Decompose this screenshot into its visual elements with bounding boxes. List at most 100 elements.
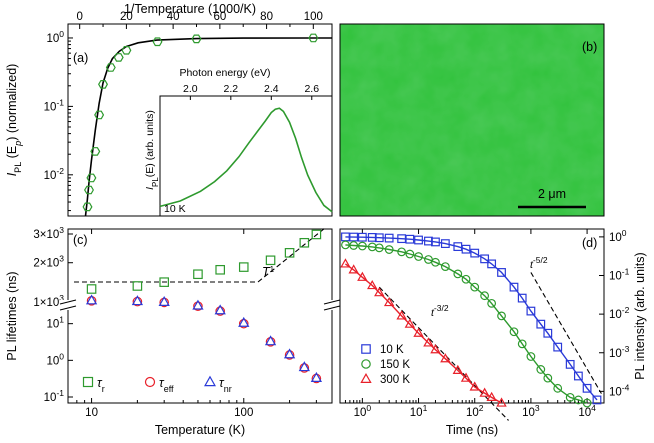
c-lower-y-tick-label: 101 [46, 315, 64, 331]
c-legend-label: τr [97, 376, 105, 394]
d-point-circle [431, 257, 440, 267]
d-point-square [453, 242, 463, 252]
d-x-tick-label: 103 [522, 403, 540, 419]
panel-d-x-axis-label: Time (ns) [446, 423, 498, 437]
c-point-triangle [310, 371, 323, 382]
d-point-circle [440, 262, 450, 272]
d-point-circle [536, 365, 546, 374]
inset-tick-label: 2.2 [224, 83, 239, 95]
d-point-circle [497, 311, 506, 321]
c-point-square [238, 262, 249, 272]
d-point-square [543, 328, 553, 338]
c-lower-y-tick-label: 100 [46, 351, 64, 367]
d-y-tick-label: 10-2 [609, 305, 630, 321]
d-point-circle [414, 252, 423, 261]
d-legend-label: 10 K [380, 344, 404, 356]
a-data-point [90, 147, 101, 156]
c-legend-label: τnr [219, 376, 232, 394]
d-point-circle [405, 249, 415, 259]
d-point-triangle [430, 344, 441, 354]
a-data-point [82, 202, 93, 212]
a-data-point [121, 45, 132, 55]
c-legend-marker [82, 376, 94, 388]
panel-c: (c) 10 100 1×103 2×103 3×103 10-1 100 101 T1 τr… [5, 225, 341, 437]
d-point-square [397, 234, 407, 244]
panel-d-letter: (d) [582, 236, 597, 250]
d-legend-marker [361, 359, 371, 369]
d-x-tick-label: 104 [578, 403, 596, 419]
d-point-square [509, 282, 519, 292]
d-point-circle [397, 247, 407, 257]
inset-ticks: 2.0 2.2 2.4 2.6 [183, 83, 319, 100]
d-point-triangle [340, 258, 351, 268]
d-point-square [517, 293, 527, 303]
a-y-tick-label: 10-2 [44, 166, 65, 182]
t-three-halves-guide [378, 286, 509, 421]
a-data-point [113, 53, 124, 62]
d-point-circle [357, 241, 367, 251]
d-point-triangle [413, 327, 424, 337]
d-point-triangle [367, 279, 378, 290]
d-point-circle [565, 392, 575, 402]
d-point-triangle [496, 397, 507, 407]
d-legend-marker [360, 372, 372, 383]
a-data-point [152, 37, 163, 47]
d-point-square [357, 232, 367, 242]
a-top-tick-label: 0 [76, 11, 82, 23]
panel-b: (b) 2 μm [339, 23, 605, 217]
c-point-square [265, 255, 276, 266]
d-point-circle [526, 352, 536, 361]
panel-c-frame [67, 228, 333, 404]
a-y-tick-label: 10-1 [44, 97, 65, 113]
d-point-square [405, 234, 415, 244]
inset-y-axis-label: IPL(E) (arb. units) [144, 110, 160, 190]
inset-tick-label: 2.0 [183, 83, 198, 95]
d-point-square [573, 371, 583, 381]
c-x-tick-label: 100 [234, 407, 253, 419]
a-top-tick-label: 60 [213, 11, 226, 23]
panel-a-y-axis-label: IPL (Ep) (normalized) [5, 64, 23, 177]
c-point-square [193, 269, 203, 280]
scale-bar-label: 2 μm [538, 187, 566, 201]
d-point-triangle [383, 296, 395, 307]
c-point-triangle [214, 304, 226, 315]
a-y-tick-label: 100 [46, 29, 64, 45]
d-x-tick-label: 100 [354, 403, 372, 419]
d-point-circle [349, 241, 359, 250]
d-point-triangle [348, 264, 359, 274]
panel-a-top-axis-label: 1/Temperature (1000/K) [124, 2, 256, 16]
inset-tick-label: 2.6 [304, 83, 319, 95]
d-point-square [497, 268, 506, 277]
d-legend-label: 150 K [380, 359, 410, 371]
d-point-square [582, 383, 592, 393]
c-point-circle [215, 306, 225, 316]
a-data-point [98, 79, 108, 89]
panel-c-points [85, 229, 323, 384]
panel-c-letter: (c) [73, 233, 88, 247]
d-point-circle [487, 298, 497, 308]
panel-a-fit-line [84, 37, 332, 217]
d-legend-label: 300 K [380, 374, 410, 386]
panel-a-points [82, 33, 319, 212]
panel-a-letter: (a) [73, 51, 88, 65]
d-point-circle [543, 373, 553, 383]
d-point-circle [573, 395, 583, 405]
panel-b-frame [339, 23, 605, 217]
c-point-triangle [238, 316, 250, 327]
a-data-point [86, 173, 97, 183]
c-x-tick-label: 10 [85, 407, 98, 419]
d-point-circle [453, 269, 463, 279]
c-point-square [215, 264, 225, 275]
panel-d-y-axis-label: PL intensity (arb. units) [633, 252, 647, 379]
inset-temperature-note: 10 K [164, 203, 186, 215]
d-point-triangle [460, 372, 472, 382]
panel-d: (d) 100 101 102 103 104 10-4 10-3 10-2 10-1 100 t… [339, 228, 647, 437]
d-x-tick-label: 101 [410, 403, 428, 419]
d-point-circle [374, 243, 384, 253]
d-point-triangle [452, 364, 464, 375]
d-point-circle [509, 327, 519, 337]
d-point-square [565, 359, 575, 369]
panel-a: 1/Temperature (1000/K) (a) 0 20 40 60 80 100 1… [5, 2, 333, 217]
a-top-tick-label: 100 [304, 11, 323, 23]
